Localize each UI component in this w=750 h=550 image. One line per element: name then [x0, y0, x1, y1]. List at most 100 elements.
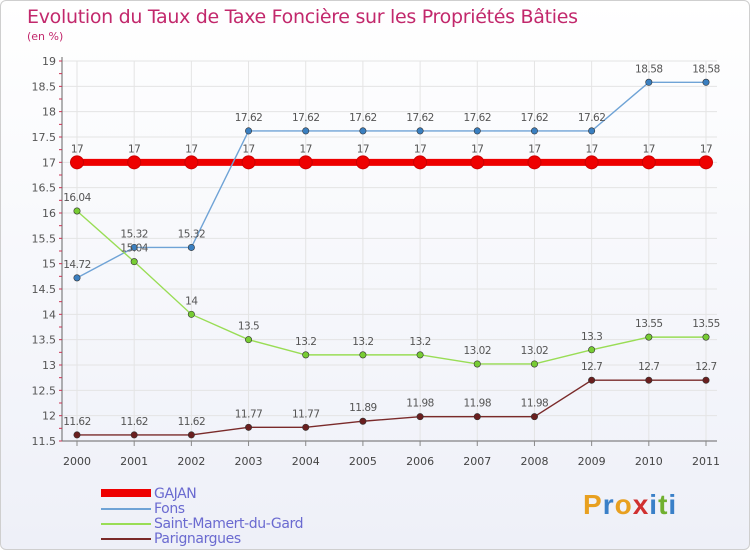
y-tick-label: 17.5 [32, 131, 57, 144]
data-point [359, 351, 367, 359]
x-tick-label: 2005 [349, 455, 377, 468]
x-tick-label: 2004 [292, 455, 320, 468]
data-point [530, 413, 538, 421]
data-label: 11.89 [349, 402, 377, 414]
data-label: 14.72 [63, 259, 91, 271]
legend-label-fons: Fons [154, 501, 185, 517]
proxiti-logo: Proxiti [583, 489, 677, 521]
data-point [645, 78, 653, 86]
chart-title: Evolution du Taux de Taxe Foncière sur l… [27, 6, 578, 28]
data-point [416, 351, 424, 359]
data-label: 11.98 [521, 398, 549, 410]
data-label: 18.58 [635, 63, 663, 75]
data-point [70, 155, 84, 170]
data-label: 11.62 [63, 416, 91, 428]
data-point [702, 376, 710, 384]
logo-letter: i [649, 489, 659, 520]
x-tick-label: 2003 [235, 455, 263, 468]
x-tick-label: 2010 [635, 455, 663, 468]
y-tick-label: 19 [42, 55, 56, 68]
data-point [416, 127, 424, 135]
data-label: 17 [71, 143, 83, 155]
logo-letter: i [668, 489, 678, 520]
series-line-1 [76, 81, 706, 279]
data-point [641, 155, 656, 170]
data-point [530, 360, 538, 368]
data-label: 17 [528, 143, 540, 155]
data-point [187, 310, 195, 318]
data-point [130, 258, 138, 266]
data-point [470, 155, 485, 170]
data-label: 13.55 [692, 318, 720, 330]
data-label: 11.98 [463, 398, 491, 410]
data-label: 17 [414, 143, 426, 155]
y-tick-label: 18 [42, 106, 56, 119]
data-point [699, 155, 713, 170]
legend-swatch-gajan [101, 489, 151, 497]
y-tick-label: 16.5 [32, 182, 57, 195]
data-label: 13.55 [635, 318, 663, 330]
x-tick-label: 2009 [578, 455, 606, 468]
legend-label-gajan: GAJAN [154, 486, 197, 502]
legend-item-saint-mamert: Saint-Mamert-du-Gard [101, 516, 401, 532]
x-tick-label: 2007 [463, 455, 491, 468]
y-tick-label: 13.5 [32, 334, 57, 347]
y-tick-label: 14.5 [32, 283, 57, 296]
x-tick-label: 2011 [692, 455, 720, 468]
data-point [298, 155, 313, 170]
legend-label-saint-mamert: Saint-Mamert-du-Gard [154, 516, 304, 532]
x-tick-label: 2000 [63, 455, 91, 468]
data-label: 17 [700, 143, 712, 155]
data-label: 13.02 [521, 345, 549, 357]
y-tick-label: 12.5 [32, 384, 57, 397]
logo-letter: t [658, 489, 669, 520]
series-line-2 [76, 210, 706, 365]
data-point [73, 207, 81, 215]
data-label: 13.02 [463, 345, 491, 357]
legend-label-parignargues: Parignargues [154, 531, 241, 547]
data-label: 12.7 [695, 361, 716, 373]
data-point [355, 155, 370, 170]
data-label: 17.62 [235, 112, 263, 124]
data-label: 17 [585, 143, 597, 155]
logo-letter: P [583, 489, 603, 520]
y-tick-label: 11.5 [32, 435, 57, 448]
data-point [127, 155, 142, 170]
y-tick-label: 15.5 [32, 232, 57, 245]
data-label: 13.2 [409, 336, 430, 348]
data-point [245, 336, 253, 344]
data-label: 17 [128, 143, 140, 155]
data-point [130, 431, 138, 439]
data-point [359, 417, 367, 425]
legend-swatch-saint-mamert [101, 523, 151, 525]
data-label: 11.77 [235, 408, 263, 420]
data-label: 17.62 [406, 112, 434, 124]
data-point [241, 155, 256, 170]
data-point [184, 155, 199, 170]
data-label: 17.62 [292, 112, 320, 124]
data-label: 13.5 [238, 321, 259, 333]
data-label: 13.2 [352, 336, 373, 348]
legend-item-parignargues: Parignargues [101, 531, 401, 547]
data-label: 17 [300, 143, 312, 155]
data-point [473, 127, 481, 135]
data-point [416, 413, 424, 421]
data-point [473, 360, 481, 368]
data-point [245, 423, 253, 431]
data-point [245, 127, 253, 135]
data-point [413, 155, 428, 170]
data-label: 15.32 [120, 228, 148, 240]
data-label: 13.3 [581, 331, 602, 343]
data-point [73, 274, 81, 282]
data-point [645, 333, 653, 341]
data-point [645, 376, 653, 384]
y-tick-label: 16 [42, 207, 56, 220]
data-label: 12.7 [638, 361, 659, 373]
data-point [187, 431, 195, 439]
data-label: 17.62 [521, 112, 549, 124]
data-label: 12.7 [581, 361, 602, 373]
data-label: 17.62 [463, 112, 491, 124]
legend: GAJAN Fons Saint-Mamert-du-Gard Parignar… [101, 486, 401, 547]
data-point [588, 376, 596, 384]
